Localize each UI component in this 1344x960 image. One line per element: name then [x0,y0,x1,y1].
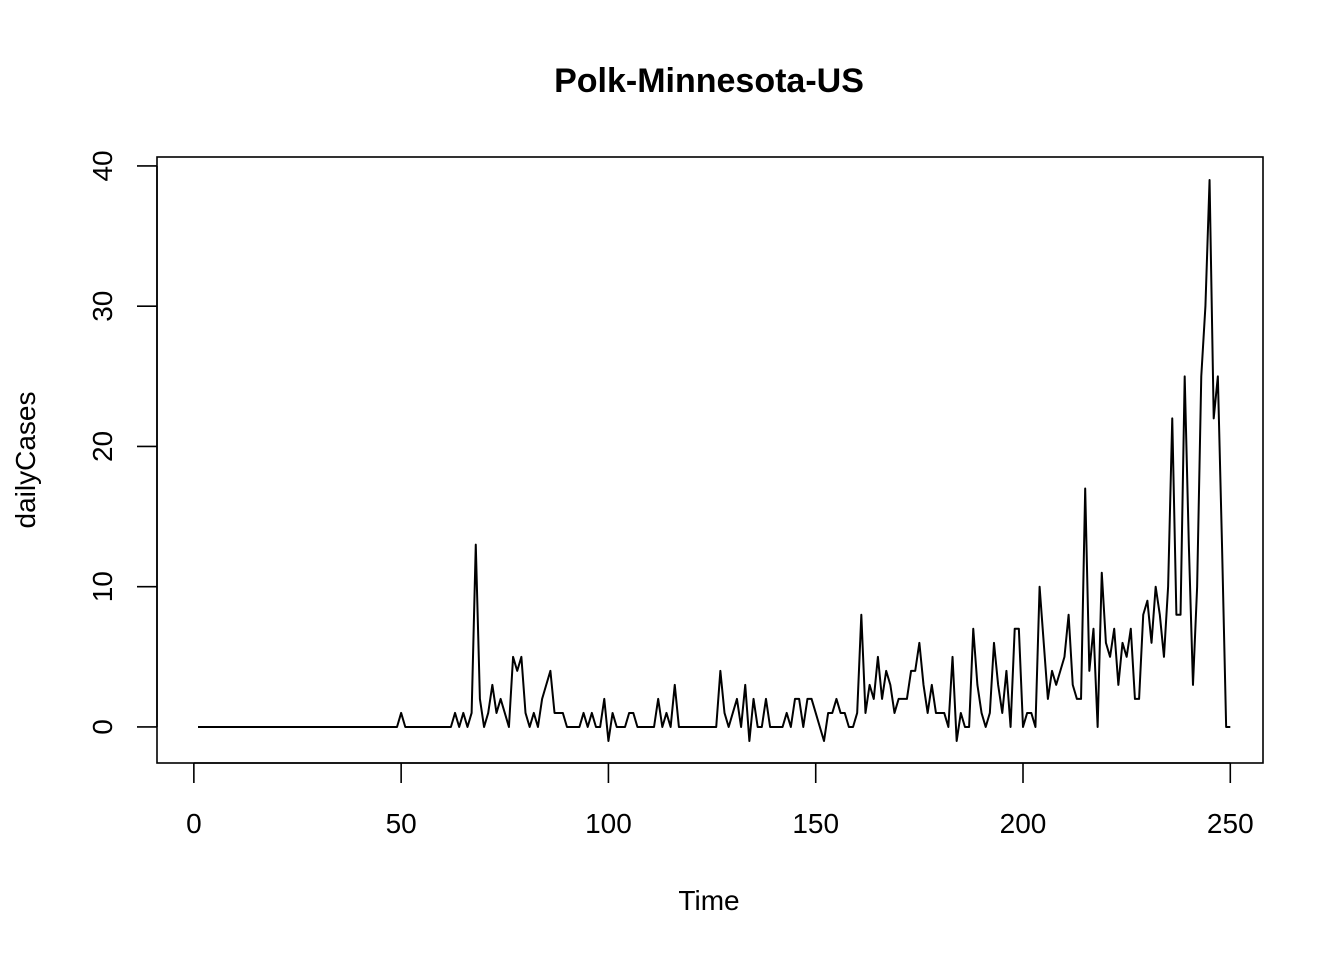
x-tick-label: 250 [1207,808,1254,839]
plot-box [156,156,1264,764]
y-tick-label: 0 [87,719,118,735]
y-tick-label: 40 [87,150,118,181]
x-tick-label: 150 [792,808,839,839]
series-line-daily-cases [198,179,1231,742]
x-axis-label: Time [678,885,739,916]
x-tick-label: 50 [386,808,417,839]
x-tick-label: 100 [585,808,632,839]
y-axis: 0 10 20 30 40 [87,150,158,735]
y-tick-label: 30 [87,291,118,322]
chart-title: Polk-Minnesota-US [554,62,864,100]
x-axis: 0 50 100 150 200 250 [186,762,1254,839]
y-axis-label: dailyCases [10,392,41,529]
x-tick-label: 0 [186,808,202,839]
x-tick-label: 200 [1000,808,1047,839]
y-tick-label: 10 [87,571,118,602]
y-tick-label: 20 [87,431,118,462]
